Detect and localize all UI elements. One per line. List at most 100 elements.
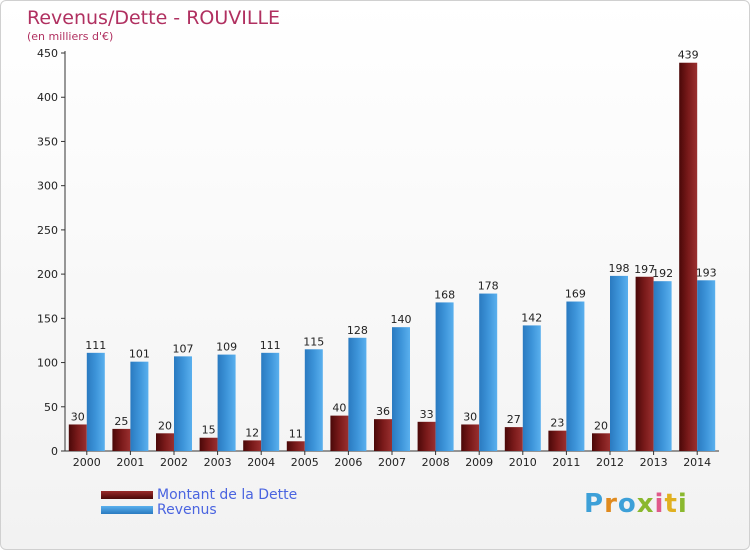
y-tick-label-50: 50 (44, 401, 58, 414)
x-tick-label-2006: 2006 (334, 456, 362, 469)
bar-dette-2008 (417, 421, 436, 451)
x-tick-label-2005: 2005 (291, 456, 319, 469)
data-label-revenus-2008: 168 (434, 288, 455, 301)
x-tick-label-2001: 2001 (116, 456, 144, 469)
legend-swatch-dette (101, 490, 153, 499)
logo-letter: x (636, 489, 655, 519)
y-tick-label-300: 300 (37, 180, 58, 193)
data-label-dette-2009: 30 (463, 410, 477, 423)
bar-revenus-2012 (610, 275, 628, 451)
logo-letter: P (584, 489, 605, 519)
x-tick-label-2002: 2002 (160, 456, 188, 469)
y-tick-label-100: 100 (37, 357, 58, 370)
legend-label-revenus: Revenus (157, 501, 217, 518)
legend-item-dette: Montant de la Dette (101, 487, 297, 503)
data-label-revenus-2007: 140 (391, 313, 412, 326)
bar-dette-2014 (679, 62, 698, 452)
data-label-dette-2010: 27 (507, 413, 521, 426)
bar-revenus-2009 (479, 293, 498, 451)
bar-dette-2005 (286, 441, 305, 451)
bar-dette-2007 (374, 419, 392, 451)
data-label-dette-2008: 33 (420, 408, 434, 421)
data-label-dette-2005: 11 (289, 427, 303, 440)
y-tick-label-250: 250 (37, 224, 58, 237)
bar-revenus-2002 (174, 356, 192, 451)
data-label-revenus-2011: 169 (565, 288, 586, 301)
data-label-revenus-2014: 193 (696, 266, 717, 279)
data-label-revenus-2013: 192 (652, 267, 673, 280)
y-tick-label-200: 200 (37, 268, 58, 281)
data-label-dette-2011: 23 (550, 417, 564, 430)
data-label-dette-2002: 20 (158, 419, 172, 432)
chart-title: Revenus/Dette - ROUVILLE (27, 7, 281, 29)
bar-dette-2006 (330, 415, 349, 451)
logo-letter: o (617, 489, 637, 519)
y-tick-label-150: 150 (37, 312, 58, 325)
bar-revenus-2013 (653, 281, 672, 451)
bar-dette-2013 (635, 276, 654, 451)
bar-dette-2001 (112, 428, 131, 451)
data-label-revenus-2010: 142 (521, 311, 542, 324)
data-label-dette-2006: 40 (332, 402, 346, 415)
bar-dette-2003 (199, 437, 218, 451)
y-tick-label-350: 350 (37, 135, 58, 148)
bar-dette-2000 (68, 424, 87, 451)
x-tick-label-2011: 2011 (552, 456, 580, 469)
data-label-dette-2003: 15 (202, 424, 216, 437)
x-tick-label-2010: 2010 (509, 456, 537, 469)
x-tick-label-2013: 2013 (640, 456, 668, 469)
data-label-revenus-2006: 128 (347, 324, 368, 337)
data-label-revenus-2001: 101 (129, 348, 150, 361)
data-label-revenus-2012: 198 (609, 262, 630, 275)
bar-dette-2010 (504, 427, 523, 451)
data-label-revenus-2002: 107 (173, 342, 194, 355)
data-label-dette-2014: 439 (678, 49, 699, 62)
legend-item-revenus: Revenus (101, 501, 297, 518)
bar-revenus-2005 (304, 349, 323, 451)
bar-dette-2009 (461, 424, 480, 451)
logo-letter: t (664, 489, 678, 519)
y-tick-label-400: 400 (37, 91, 58, 104)
bar-dette-2004 (243, 440, 262, 451)
bar-revenus-2007 (392, 327, 410, 451)
x-tick-label-2003: 2003 (204, 456, 232, 469)
bar-revenus-2006 (348, 337, 367, 451)
data-label-dette-2012: 20 (594, 419, 608, 432)
bar-revenus-2003 (217, 354, 236, 451)
bar-revenus-2010 (522, 325, 541, 451)
bar-dette-2012 (592, 433, 610, 451)
data-label-revenus-2009: 178 (478, 280, 499, 293)
data-label-revenus-2000: 111 (85, 339, 106, 352)
y-tick-label-450: 450 (37, 47, 58, 60)
bar-revenus-2008 (435, 302, 454, 451)
x-tick-label-2014: 2014 (683, 456, 711, 469)
data-label-dette-2013: 197 (634, 263, 655, 276)
data-label-revenus-2003: 109 (216, 341, 237, 354)
data-label-dette-2000: 30 (71, 410, 85, 423)
bar-revenus-2014 (697, 280, 716, 451)
x-tick-label-2007: 2007 (378, 456, 406, 469)
proxiti-logo: Proxiti (584, 489, 688, 519)
bar-revenus-2000 (86, 352, 105, 451)
x-tick-label-2009: 2009 (465, 456, 493, 469)
logo-letter: r (604, 489, 618, 519)
x-tick-label-2000: 2000 (73, 456, 101, 469)
data-label-revenus-2004: 111 (260, 339, 281, 352)
logo-letter: i (677, 489, 688, 519)
legend: Montant de la Dette Revenus (101, 487, 297, 518)
bar-revenus-2001 (130, 361, 149, 451)
data-label-dette-2004: 12 (245, 426, 259, 439)
x-tick-label-2008: 2008 (422, 456, 450, 469)
x-tick-label-2012: 2012 (596, 456, 624, 469)
bar-dette-2002 (156, 433, 174, 451)
bar-revenus-2011 (566, 301, 585, 451)
bar-revenus-2004 (261, 352, 280, 451)
data-label-dette-2001: 25 (114, 415, 128, 428)
y-tick-label-0: 0 (51, 445, 58, 458)
chart-subtitle: (en milliers d'€) (27, 30, 114, 43)
data-label-dette-2007: 36 (376, 405, 390, 418)
bar-dette-2011 (548, 430, 567, 451)
data-label-revenus-2005: 115 (303, 335, 324, 348)
legend-swatch-revenus (101, 505, 153, 514)
